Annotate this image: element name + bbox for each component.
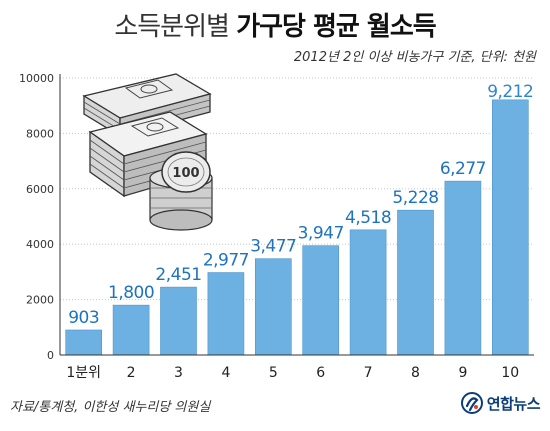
value-label: 6,277 (440, 159, 486, 179)
x-tick-label: 10 (501, 365, 519, 381)
source-note: 자료/통계청, 이한성 새누리당 의원실 (10, 400, 211, 415)
x-tick-label: 2 (127, 365, 136, 381)
y-tick-label: 6000 (26, 183, 54, 196)
bar (397, 209, 434, 356)
value-labels: 903 1,8002,4512,9773,4773,9474,5185,2286,… (68, 82, 534, 328)
bar (444, 180, 482, 356)
chart-subtitle: 2012년 2인 이상 비농가구 기준, 단위: 천원 (293, 50, 536, 65)
coin-label: 100 (172, 166, 199, 181)
axes (59, 74, 534, 356)
x-tick-label: 1분위 (66, 365, 101, 381)
money-illustration: 100 (82, 73, 213, 231)
x-tick-label: 7 (364, 365, 373, 381)
bar (349, 229, 387, 356)
value-label: 4,518 (345, 208, 391, 228)
brand-name: 연합뉴스 (486, 394, 541, 413)
yonhap-logo-icon (460, 392, 483, 414)
coin-100: 100 (161, 151, 211, 193)
y-tick-label: 10000 (19, 72, 54, 85)
x-tick-label: 4 (221, 365, 230, 381)
value-label: 2,451 (155, 265, 201, 285)
bar (207, 272, 245, 356)
chart-title: 소득분위별 가구당 평균 월소득 (0, 6, 550, 43)
x-tick-label: 8 (411, 365, 420, 381)
y-tick-label: 8000 (26, 127, 54, 140)
value-label: 3,477 (250, 237, 296, 257)
bars (65, 99, 529, 356)
y-tick-label: 2000 (26, 294, 54, 307)
y-tick-labels: 0 2000 4000 6000 8000 10000 (19, 72, 54, 362)
bar (65, 329, 103, 356)
value-label: 1,800 (108, 283, 154, 303)
x-tick-label: 3 (174, 365, 183, 381)
bar (302, 245, 340, 356)
title-part-2: 가구당 평균 월소득 (236, 12, 436, 42)
x-tick-labels: 1분위 2 3 4 5 6 7 8 9 10 (66, 365, 519, 381)
title-part-1: 소득분위별 (114, 12, 230, 42)
bar (112, 304, 150, 356)
y-tick-label: 0 (47, 349, 54, 362)
bar (160, 286, 197, 356)
value-label: 2,977 (203, 251, 249, 271)
value-label: 5,228 (392, 188, 438, 208)
bar (491, 99, 529, 356)
value-label: 9,212 (487, 82, 533, 102)
x-tick-label: 6 (316, 365, 325, 381)
x-tick-label: 9 (458, 365, 467, 381)
value-label: 3,947 (298, 224, 344, 244)
y-tick-label: 4000 (26, 238, 54, 251)
brand-logo: 연합뉴스 (460, 390, 541, 416)
bar (254, 258, 292, 356)
cash-stack-back (82, 73, 212, 138)
value-label: 903 (68, 308, 99, 328)
x-tick-label: 5 (269, 365, 278, 381)
